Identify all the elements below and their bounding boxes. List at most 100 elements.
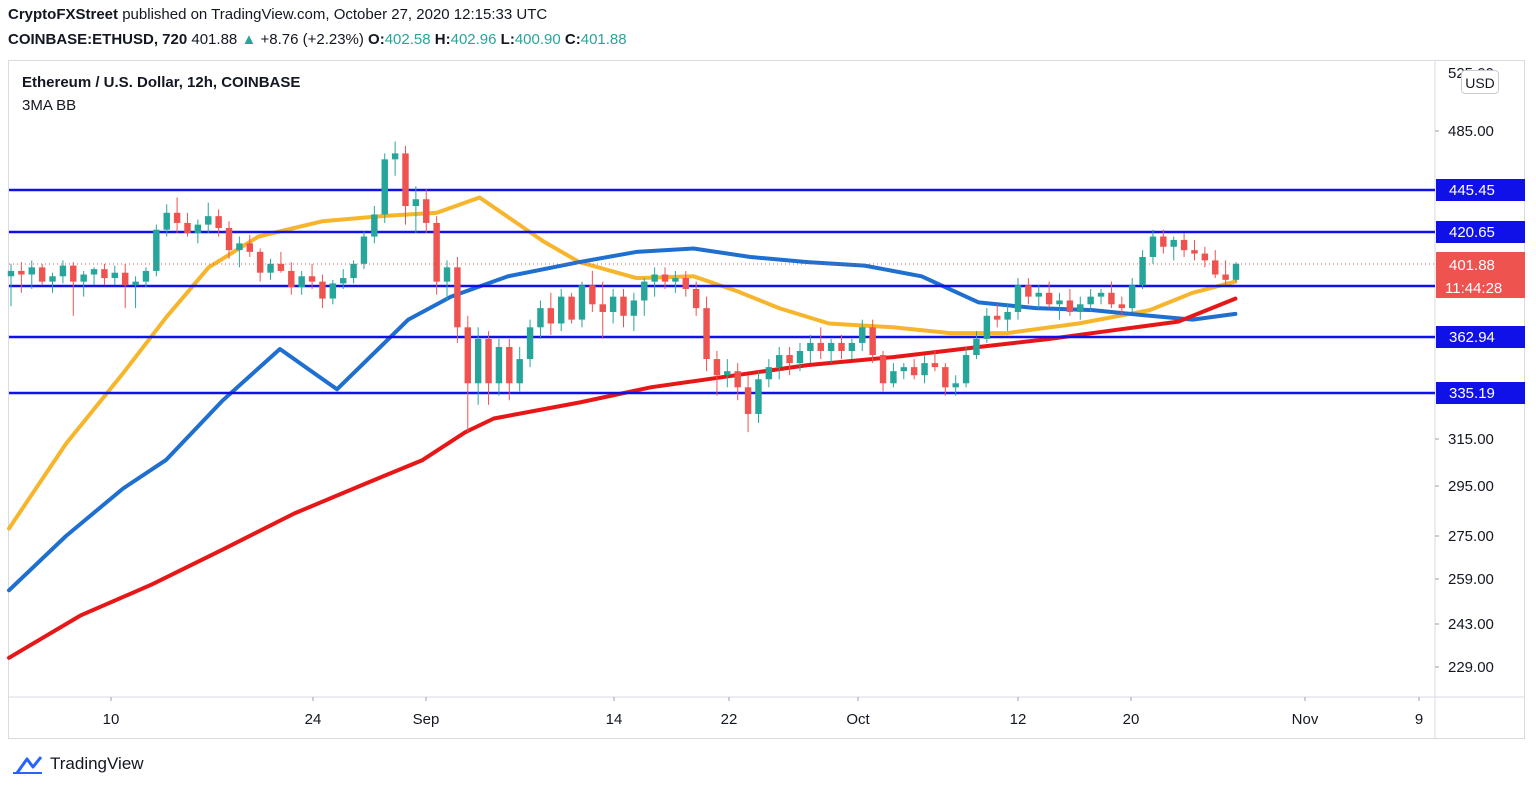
candle-body[interactable]	[350, 264, 356, 278]
candle-body[interactable]	[29, 267, 35, 274]
candle-body[interactable]	[361, 237, 367, 264]
candle-body[interactable]	[745, 387, 751, 414]
candle-body[interactable]	[911, 367, 917, 375]
candle-body[interactable]	[963, 355, 969, 383]
candle-body[interactable]	[568, 297, 574, 320]
candle-body[interactable]	[672, 278, 678, 282]
candle-body[interactable]	[849, 343, 855, 351]
candle-body[interactable]	[589, 285, 595, 304]
candle-body[interactable]	[413, 199, 419, 206]
candle-body[interactable]	[278, 264, 284, 271]
candle-body[interactable]	[174, 213, 180, 223]
tradingview-logo[interactable]: TradingView	[10, 752, 144, 776]
candle-body[interactable]	[506, 347, 512, 383]
candle-body[interactable]	[298, 276, 304, 287]
candle-body[interactable]	[122, 273, 128, 285]
candle-body[interactable]	[1087, 297, 1093, 305]
candle-body[interactable]	[18, 271, 24, 275]
indicator-legend[interactable]: 3MA BB	[22, 97, 76, 114]
candle-body[interactable]	[49, 276, 55, 281]
candle-body[interactable]	[766, 367, 772, 379]
candle-body[interactable]	[1233, 264, 1239, 280]
candle-body[interactable]	[39, 267, 45, 281]
candle-body[interactable]	[610, 297, 616, 312]
candle-body[interactable]	[703, 308, 709, 359]
candle-body[interactable]	[579, 285, 585, 319]
candle-body[interactable]	[475, 339, 481, 383]
candle-body[interactable]	[112, 273, 118, 278]
candle-body[interactable]	[402, 153, 408, 206]
candle-body[interactable]	[693, 289, 699, 308]
candle-body[interactable]	[1098, 293, 1104, 297]
candle-body[interactable]	[776, 355, 782, 367]
candle-body[interactable]	[921, 363, 927, 375]
candle-body[interactable]	[537, 308, 543, 327]
candle-body[interactable]	[558, 297, 564, 324]
candle-body[interactable]	[80, 274, 86, 281]
candle-body[interactable]	[132, 282, 138, 286]
candle-body[interactable]	[527, 327, 533, 359]
candle-body[interactable]	[1212, 260, 1218, 274]
candle-body[interactable]	[1129, 285, 1135, 308]
candle-body[interactable]	[734, 371, 740, 387]
candle-body[interactable]	[1025, 285, 1031, 296]
candle-body[interactable]	[932, 363, 938, 367]
candle-body[interactable]	[1160, 237, 1166, 247]
candle-body[interactable]	[340, 278, 346, 283]
candle-body[interactable]	[807, 343, 813, 351]
candle-body[interactable]	[247, 243, 253, 252]
candle-body[interactable]	[1077, 304, 1083, 312]
candle-body[interactable]	[392, 153, 398, 159]
candle-body[interactable]	[8, 271, 14, 276]
candle-body[interactable]	[257, 252, 263, 273]
candle-body[interactable]	[444, 267, 450, 281]
candle-body[interactable]	[828, 343, 834, 351]
candle-body[interactable]	[485, 339, 491, 383]
candle-body[interactable]	[319, 282, 325, 299]
candle-body[interactable]	[70, 266, 76, 282]
candle-body[interactable]	[454, 267, 460, 327]
candle-body[interactable]	[620, 297, 626, 316]
candle-body[interactable]	[1015, 285, 1021, 312]
candle-body[interactable]	[1108, 293, 1114, 304]
candle-body[interactable]	[662, 274, 668, 281]
candle-body[interactable]	[1202, 254, 1208, 261]
candle-body[interactable]	[1181, 240, 1187, 250]
candle-body[interactable]	[818, 343, 824, 351]
candle-body[interactable]	[184, 223, 190, 233]
candle-body[interactable]	[1036, 293, 1042, 297]
candle-body[interactable]	[423, 199, 429, 223]
candle-body[interactable]	[1119, 304, 1125, 308]
candle-body[interactable]	[371, 214, 377, 236]
candle-body[interactable]	[786, 355, 792, 363]
candle-body[interactable]	[496, 347, 502, 383]
candle-body[interactable]	[994, 316, 1000, 320]
candle-body[interactable]	[869, 327, 875, 355]
candle-body[interactable]	[60, 266, 66, 277]
candle-body[interactable]	[1150, 237, 1156, 257]
candle-body[interactable]	[1046, 293, 1052, 304]
candle-body[interactable]	[433, 223, 439, 282]
candle-body[interactable]	[942, 367, 948, 387]
candle-body[interactable]	[101, 269, 107, 278]
candle-body[interactable]	[755, 379, 761, 414]
candle-body[interactable]	[91, 269, 97, 274]
candle-body[interactable]	[1170, 240, 1176, 247]
candle-body[interactable]	[164, 213, 170, 230]
candle-body[interactable]	[288, 271, 294, 287]
candle-body[interactable]	[880, 355, 886, 383]
candle-body[interactable]	[382, 159, 388, 214]
candle-body[interactable]	[143, 271, 149, 282]
candle-body[interactable]	[195, 225, 201, 233]
candle-body[interactable]	[1004, 312, 1010, 320]
candle-body[interactable]	[153, 230, 159, 271]
candle-body[interactable]	[226, 228, 232, 250]
candle-body[interactable]	[1139, 257, 1145, 285]
candle-body[interactable]	[309, 276, 315, 281]
candle-body[interactable]	[651, 274, 657, 281]
candle-body[interactable]	[465, 327, 471, 383]
candle-body[interactable]	[516, 359, 522, 383]
candle-body[interactable]	[1222, 274, 1228, 279]
candle-body[interactable]	[683, 278, 689, 289]
